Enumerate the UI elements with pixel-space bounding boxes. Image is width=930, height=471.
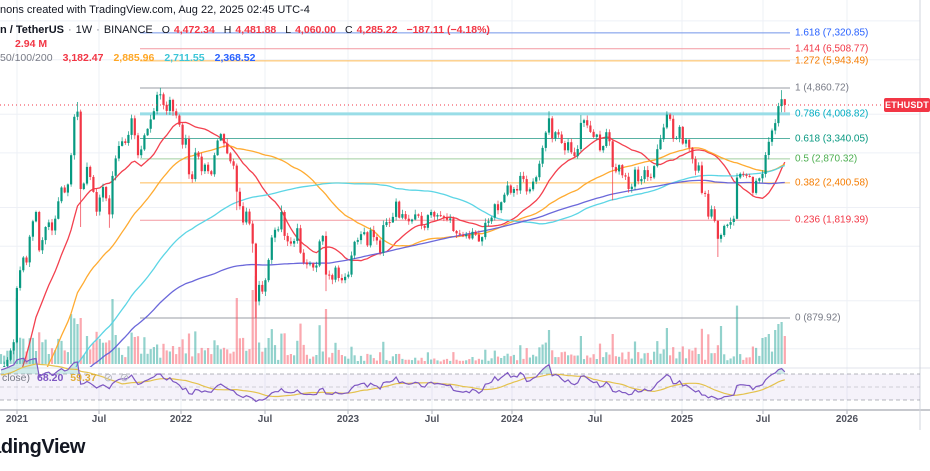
- ma-ribbon-lines: [21, 121, 786, 367]
- candlestick-series: [3, 87, 786, 367]
- rsi-line: [0, 357, 786, 403]
- time-axis-ticks: [16, 410, 848, 414]
- rsi-ma-line: [0, 363, 785, 398]
- tradingview-logo[interactable]: TradingView: [0, 436, 86, 458]
- fib-retracement-lines: [140, 32, 790, 319]
- price-axis-symbol-badge: ETHUSDT: [884, 98, 930, 112]
- horizontal-gridlines: [0, 20, 920, 350]
- volume-bars: [0, 276, 786, 364]
- rsi-band: [0, 374, 920, 400]
